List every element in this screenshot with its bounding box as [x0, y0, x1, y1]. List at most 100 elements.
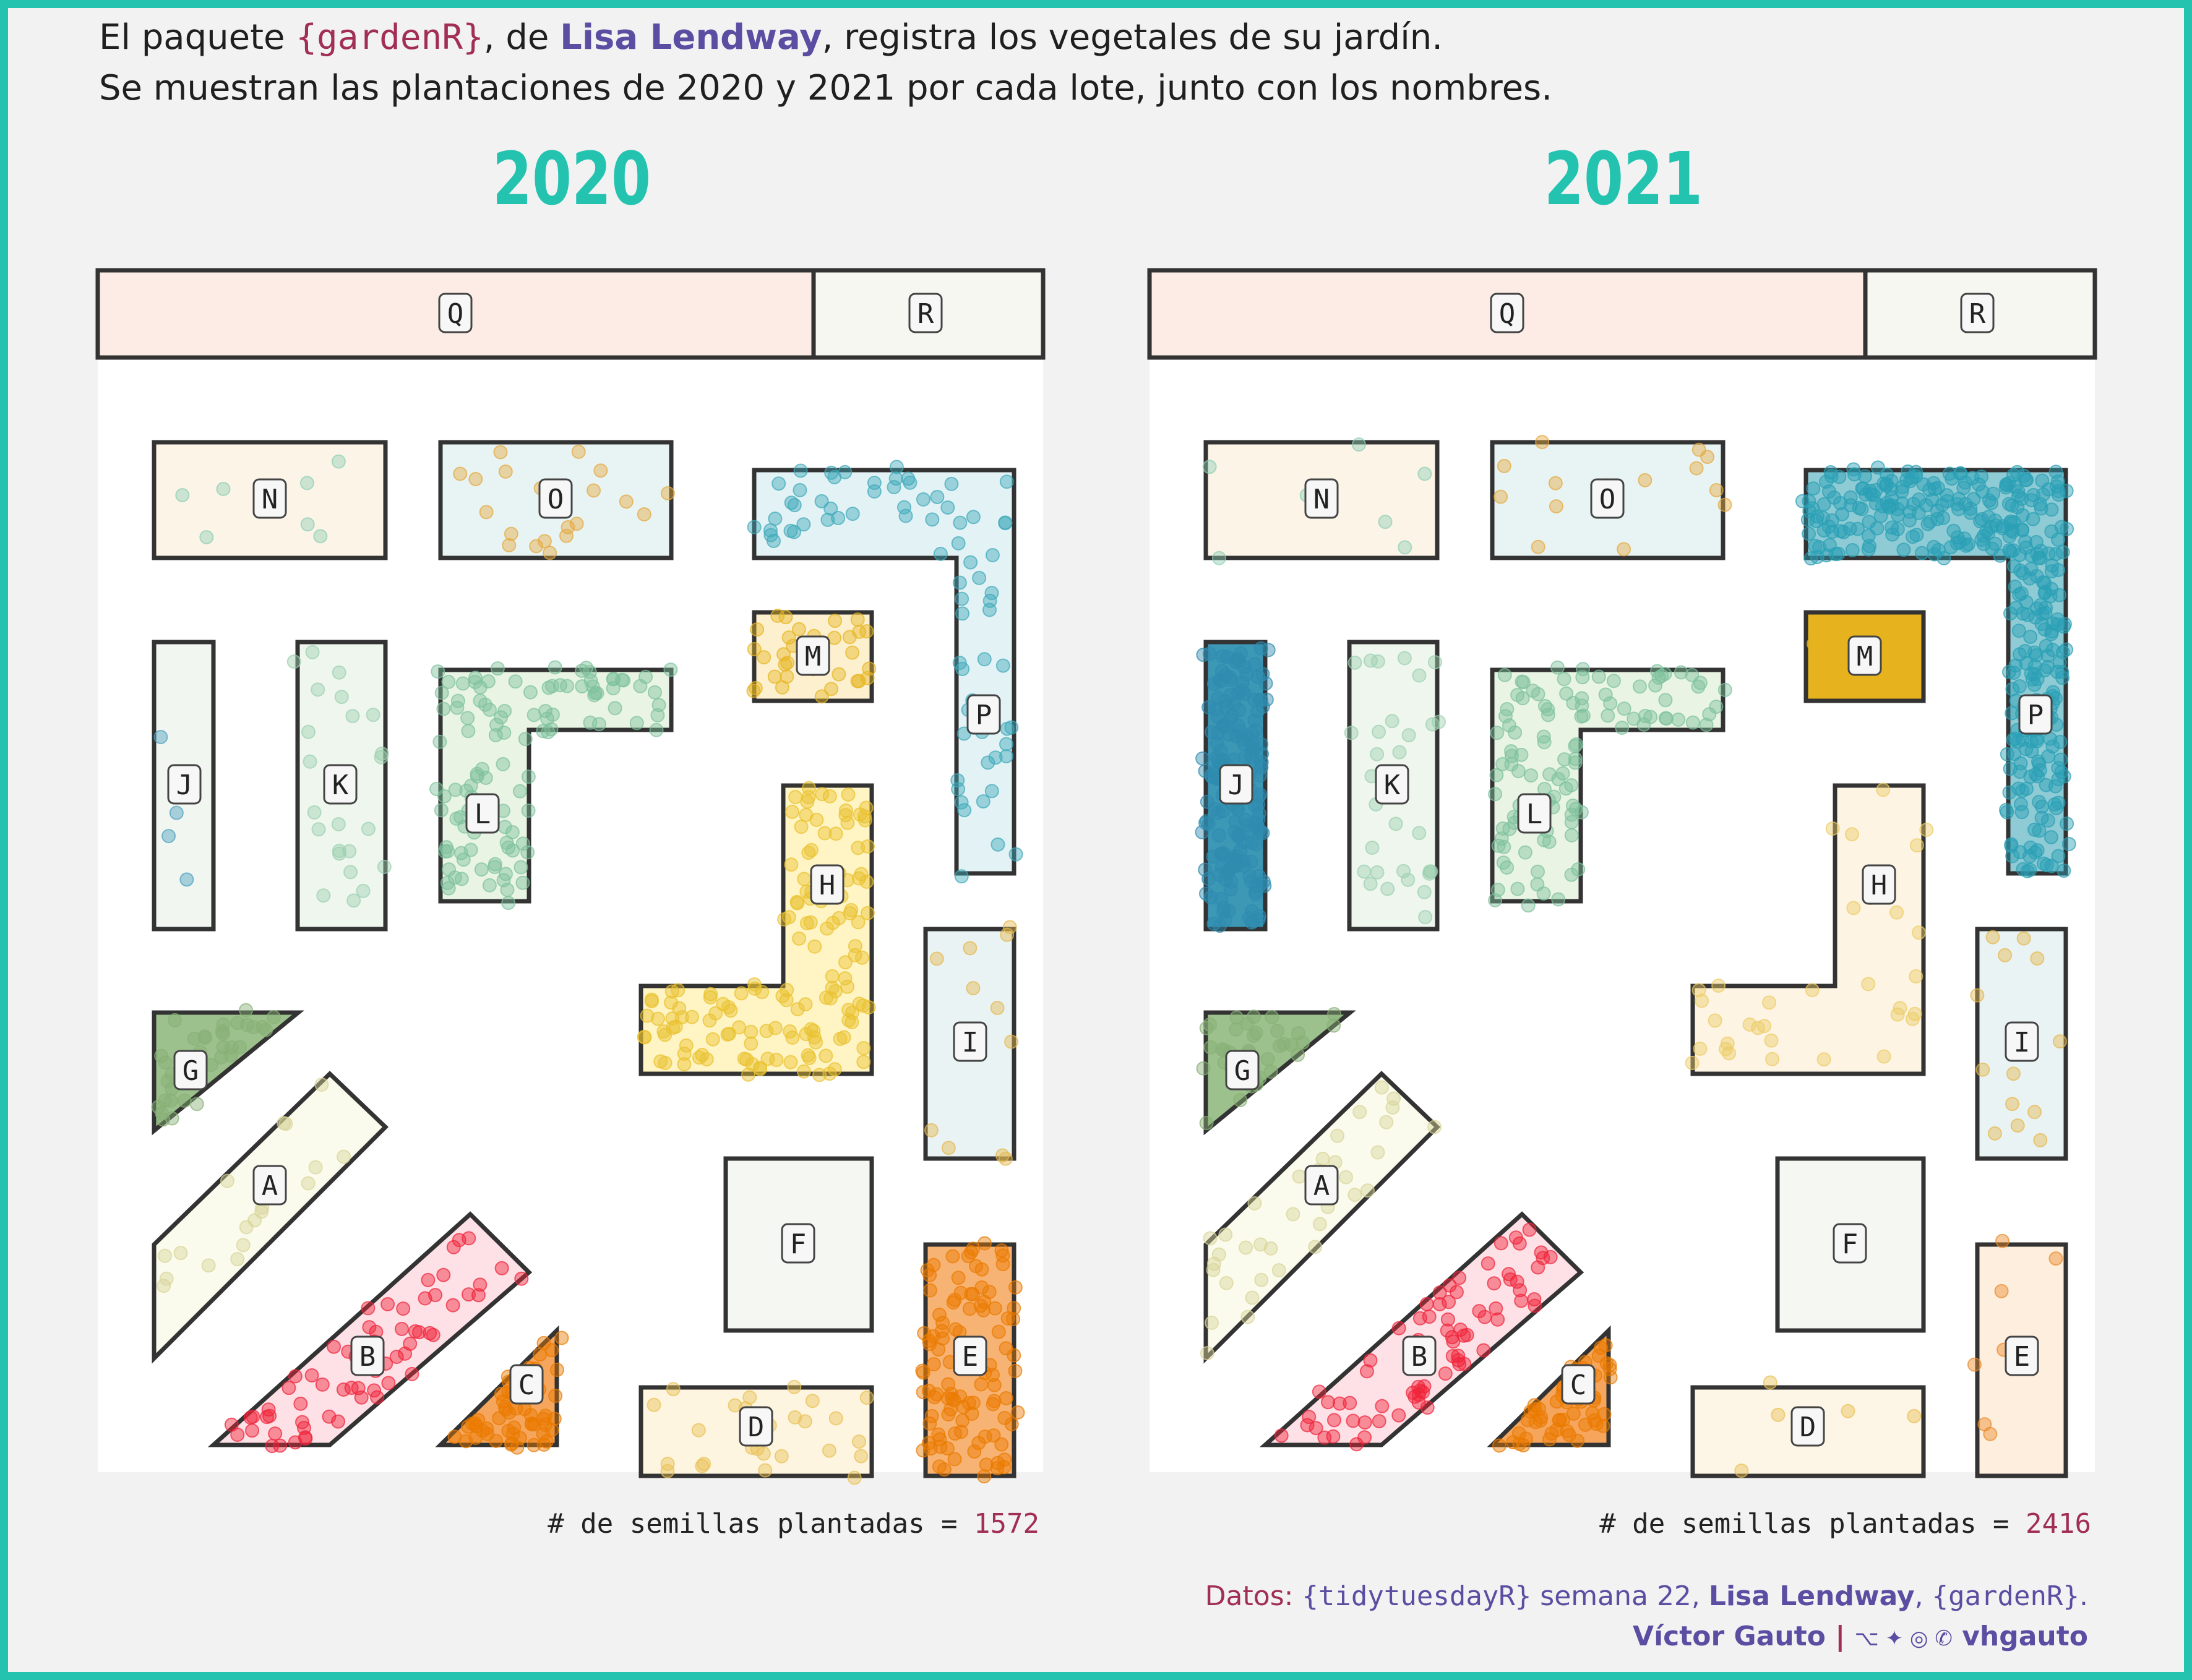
- seed-point: [549, 1363, 564, 1378]
- seed-point: [1920, 516, 1935, 531]
- bed-label: I: [962, 1027, 979, 1058]
- seed-point: [916, 1385, 931, 1400]
- seed-point: [838, 971, 853, 986]
- seed-point: [953, 1285, 968, 1300]
- seed-point: [322, 1409, 337, 1424]
- seed-point: [1490, 1312, 1505, 1327]
- bed-label-box: [2005, 1021, 2039, 1062]
- bed-label-box: [810, 864, 845, 905]
- seed-point: [1427, 655, 1442, 670]
- seed-point: [859, 1391, 874, 1405]
- seed-point: [1440, 1312, 1455, 1327]
- seed-point: [1693, 1041, 1708, 1056]
- credits-handle: vhgauto: [1962, 1621, 2088, 1652]
- seed-point: [361, 1301, 376, 1316]
- seed-point: [1489, 1301, 1503, 1316]
- seed-point: [1985, 930, 2000, 945]
- seed-point: [512, 784, 527, 799]
- bed-label: E: [2014, 1341, 2031, 1373]
- seed-point: [922, 1337, 937, 1352]
- seed-point: [1995, 1233, 2010, 1248]
- seed-point: [1906, 529, 1920, 544]
- garden-bed-L: L: [1488, 660, 1732, 913]
- seed-point: [434, 803, 449, 818]
- seed-point: [812, 1068, 827, 1082]
- seed-point: [1211, 828, 1226, 842]
- seed-point: [1802, 526, 1816, 541]
- seed-count-label: # de semillas plantadas =: [548, 1508, 974, 1540]
- seed-point: [790, 1001, 805, 1016]
- seed-point: [1674, 665, 1688, 680]
- seed-point: [664, 995, 679, 1010]
- seed-point: [901, 471, 916, 486]
- seed-point: [1216, 649, 1231, 664]
- seed-point: [943, 1402, 958, 1416]
- seed-point: [514, 1271, 529, 1286]
- seed-point: [1229, 1010, 1244, 1025]
- garden-bed-A: A: [152, 1071, 389, 1364]
- seed-point: [308, 1160, 323, 1175]
- bed-label: B: [359, 1341, 376, 1373]
- seed-point: [1218, 1227, 1233, 1242]
- seed-point: [1530, 877, 1545, 892]
- seed-point: [1564, 778, 1579, 793]
- garden-bed-E: E: [915, 1236, 1025, 1484]
- seed-point: [798, 997, 813, 1012]
- seed-point: [851, 915, 866, 930]
- seed-point: [1885, 527, 1900, 542]
- seed-point: [1196, 1061, 1211, 1076]
- seed-point: [1671, 712, 1686, 727]
- seed-point: [1537, 833, 1552, 847]
- seed-point: [1472, 1304, 1487, 1319]
- bed-label-box: [1304, 478, 1339, 519]
- seed-point: [966, 1395, 981, 1410]
- garden-bed-K: K: [1344, 640, 1446, 932]
- seed-point: [1352, 1105, 1367, 1120]
- seed-point: [1245, 1290, 1260, 1305]
- seed-point: [1295, 1035, 1310, 1050]
- seed-point: [1385, 714, 1399, 729]
- seed-point: [1286, 1207, 1300, 1222]
- seed-point: [496, 756, 510, 771]
- seed-point: [747, 981, 762, 996]
- seed-point: [440, 875, 455, 890]
- seed-point: [633, 679, 648, 693]
- seed-point: [932, 1308, 947, 1322]
- seed-point: [926, 1258, 941, 1272]
- seed-point: [518, 732, 533, 747]
- bed-label-box: [1304, 1165, 1339, 1206]
- seed-point: [311, 822, 326, 837]
- garden-bed-N: N: [1202, 437, 1440, 565]
- bed-label-box: [781, 1223, 815, 1264]
- garden-bed-L: L: [429, 660, 678, 911]
- seed-point: [1490, 726, 1505, 740]
- seed-point: [1446, 1334, 1461, 1349]
- seed-point: [1370, 654, 1385, 669]
- seed-point: [1598, 1338, 1613, 1353]
- seed-point: [1879, 477, 1894, 492]
- seed-point: [431, 664, 445, 679]
- seed-point: [1227, 696, 1242, 711]
- seed-point: [819, 990, 833, 1005]
- garden-bed-P: P: [1795, 460, 2076, 878]
- seed-point: [474, 862, 489, 877]
- seed-point: [1497, 458, 1511, 473]
- seed-point: [954, 795, 969, 810]
- seed-point: [1229, 655, 1244, 670]
- seed-point: [1709, 482, 1724, 497]
- seed-point: [1292, 1169, 1307, 1184]
- seed-point: [2037, 576, 2052, 591]
- bed-label-box: [438, 293, 473, 333]
- seed-point: [988, 750, 1003, 765]
- bed-label: R: [918, 298, 934, 330]
- seed-point: [937, 1462, 952, 1477]
- seed-point: [1006, 1312, 1021, 1327]
- seed-point: [2050, 474, 2065, 489]
- seed-point: [969, 1259, 984, 1274]
- seed-point: [2057, 619, 2071, 634]
- seed-point: [1974, 533, 1989, 547]
- seed-point: [1617, 542, 1631, 557]
- seed-point: [1531, 864, 1545, 879]
- seed-point: [239, 1220, 254, 1235]
- seed-point: [1598, 687, 1613, 702]
